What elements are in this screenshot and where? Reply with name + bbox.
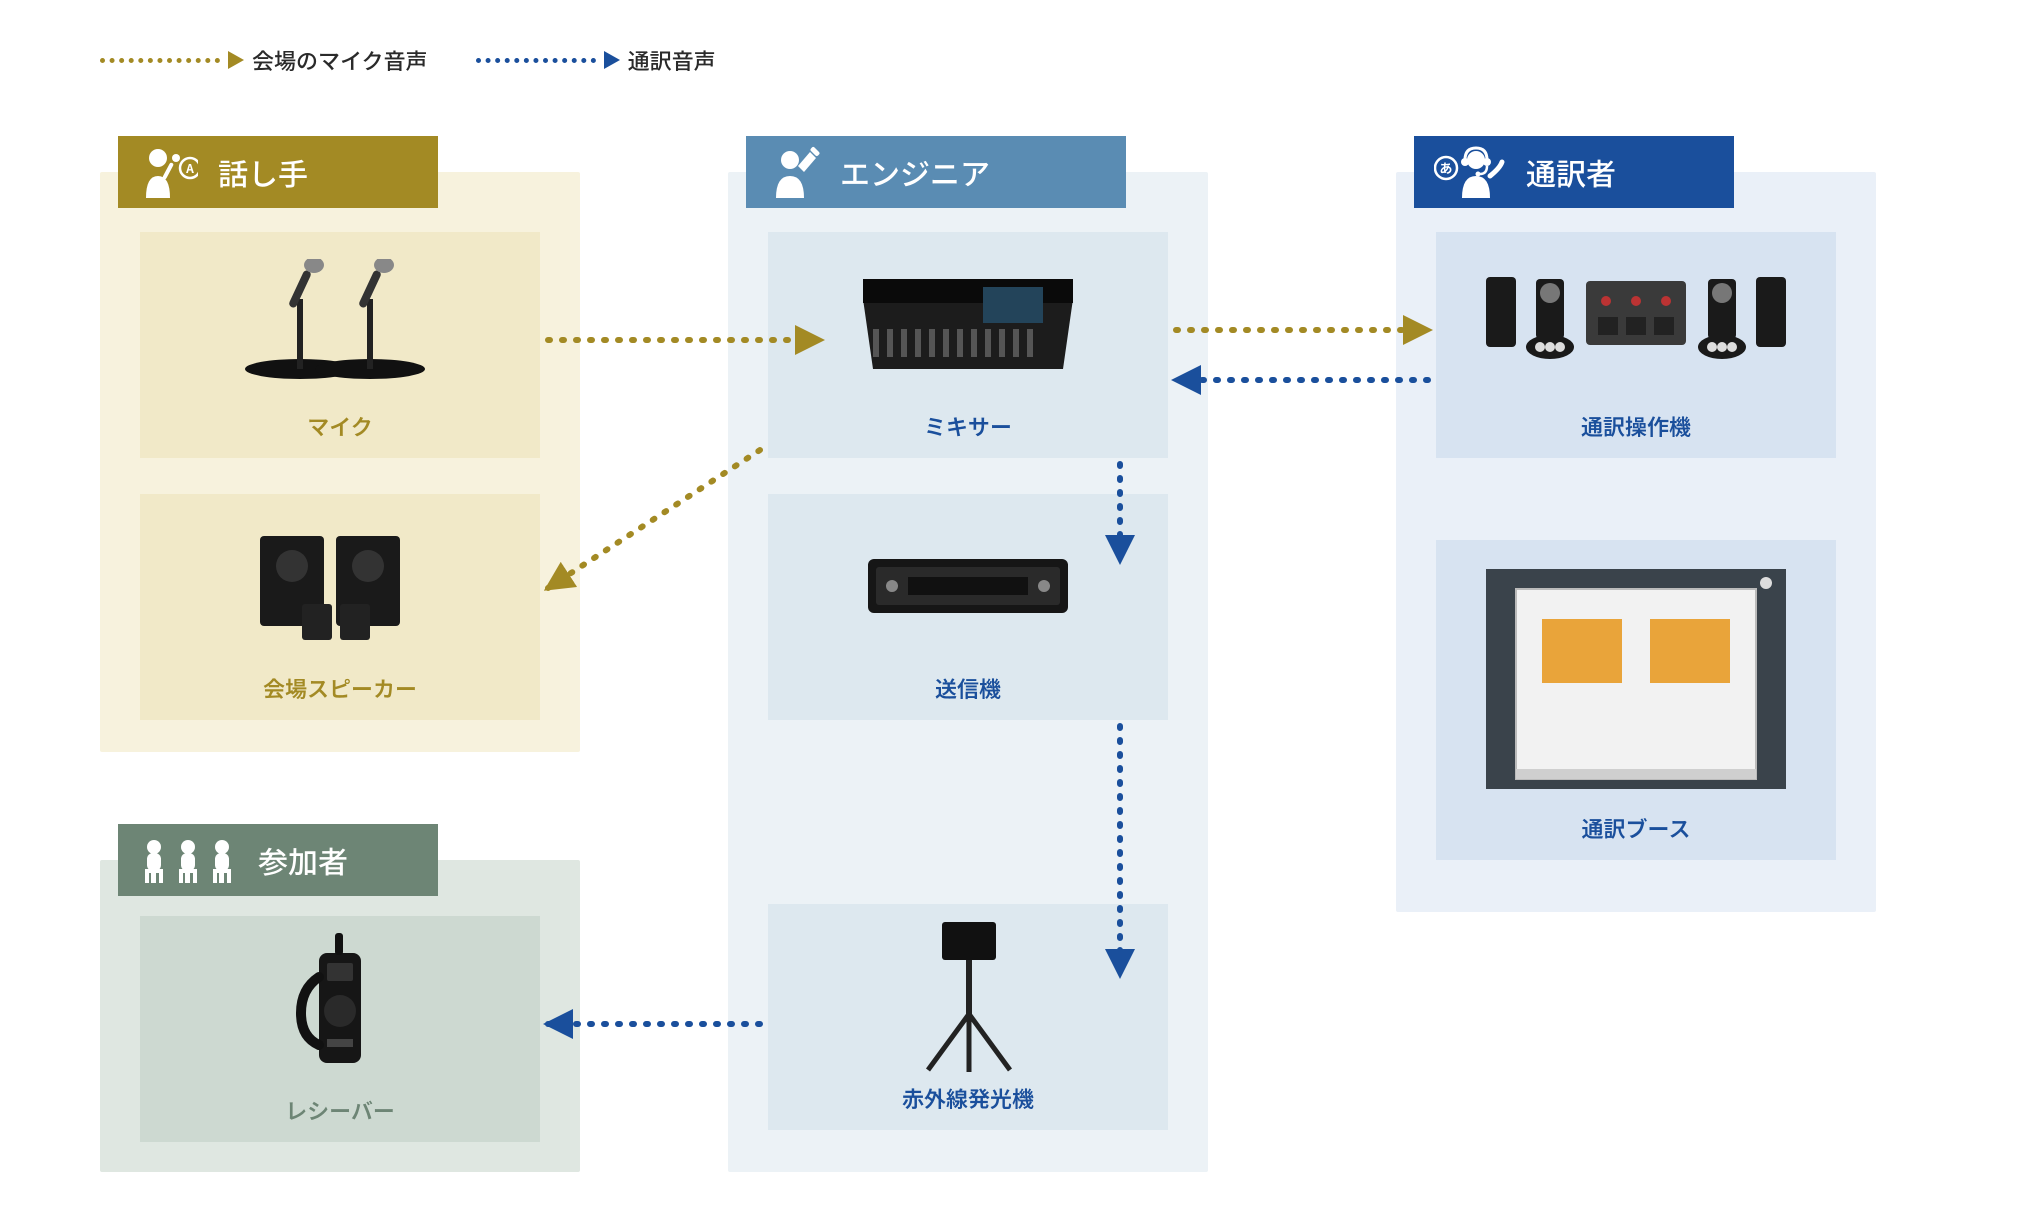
mic-box: マイク [140,232,540,458]
engineer-header: エンジニア [746,136,1126,208]
mic-illustration [230,246,450,402]
speakers-box: 会場スピーカー [140,494,540,720]
legend-arrowhead-icon [228,51,244,69]
attendee-header-label: 参加者 [258,838,348,882]
interp_console-box: 通訳操作機 [1436,232,1836,458]
interp_booth-box: 通訳ブース [1436,540,1836,860]
receiver-icon [295,933,385,1083]
microphone-icon [230,259,450,389]
legend: 会場のマイク音声 通訳音声 [100,44,716,76]
speakers-label: 会場スピーカー [263,672,417,704]
legend-label: 通訳音声 [628,44,716,76]
engineer-header-label: エンジニア [840,150,990,194]
interpreter-person-icon: あ [1434,146,1506,198]
receiver-box: レシーバー [140,916,540,1142]
interpreter-console-icon [1486,269,1786,379]
attendee-people-icon [138,835,238,885]
mixer-label: ミキサー [924,410,1012,442]
transmitter-icon [858,541,1078,631]
mic-label: マイク [307,410,373,442]
legend-line [476,58,596,63]
mixer-box: ミキサー [768,232,1168,458]
speaker-person-icon: A [138,146,198,198]
svg-text:A: A [185,160,194,177]
mixer-illustration [853,246,1083,402]
ir_emitter-label: 赤外線発光機 [902,1082,1034,1114]
mixer-icon [853,259,1083,389]
interpreter-booth-icon [1486,569,1786,789]
interp_console-label: 通訳操作機 [1581,410,1691,442]
ir_emitter-box: 赤外線発光機 [768,904,1168,1130]
legend-item: 通訳音声 [476,44,716,76]
transmitter-illustration [858,508,1078,664]
transmitter-box: 送信機 [768,494,1168,720]
speaker-header: A 話し手 [118,136,438,208]
engineer-person-icon [766,146,820,198]
receiver-illustration [295,930,385,1086]
attendee-header: 参加者 [118,824,438,896]
receiver-label: レシーバー [285,1094,395,1126]
interp_booth-illustration [1486,554,1786,804]
legend-label: 会場のマイク音声 [252,44,428,76]
interp_console-illustration [1486,246,1786,402]
speaker-header-label: 話し手 [218,150,308,194]
ir_emitter-illustration [888,914,1048,1074]
speakers-illustration [240,508,440,664]
svg-text:あ: あ [1439,158,1452,177]
transmitter-label: 送信機 [935,672,1001,704]
loudspeaker-icon [240,526,440,646]
legend-arrowhead-icon [604,51,620,69]
legend-item: 会場のマイク音声 [100,44,428,76]
interp_booth-label: 通訳ブース [1582,812,1691,844]
legend-line [100,58,220,63]
interpreter-header-label: 通訳者 [1526,150,1616,194]
ir-emitter-icon [888,914,1048,1074]
interpreter-header: あ 通訳者 [1414,136,1734,208]
